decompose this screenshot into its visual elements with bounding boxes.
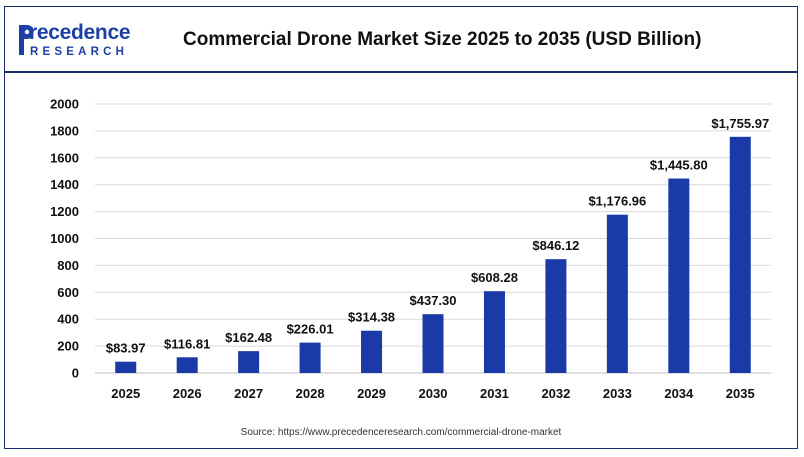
bar-2026 xyxy=(176,357,198,373)
x-axis-ticks: 2025 2026 2027 2028 2029 2030 2031 2032 2033 2034… xyxy=(111,386,754,401)
y-tick-label: 1400 xyxy=(50,177,79,192)
y-tick-label: 800 xyxy=(57,258,79,273)
y-tick-label: 400 xyxy=(57,312,79,327)
bar-2031 xyxy=(483,291,505,373)
bar-2029 xyxy=(361,330,383,373)
bars xyxy=(115,136,751,373)
data-label-2029: $314.38 xyxy=(348,310,395,325)
y-tick-label: 2000 xyxy=(50,97,79,112)
bar-2030 xyxy=(422,314,444,373)
bar-2025 xyxy=(115,361,137,373)
data-label-2035: $1,755.97 xyxy=(711,116,769,131)
x-tick-label-2032: 2032 xyxy=(541,386,570,401)
data-label-2025: $83.97 xyxy=(106,341,146,356)
x-tick-label-2029: 2029 xyxy=(357,386,386,401)
y-tick-label: 1600 xyxy=(50,150,79,165)
x-tick-label-2035: 2035 xyxy=(726,386,755,401)
x-tick-label-2030: 2030 xyxy=(419,386,448,401)
chart-header: recedence RESEARCH Commercial Drone Mark… xyxy=(5,7,797,73)
data-label-2032: $846.12 xyxy=(532,238,579,253)
x-tick-label-2033: 2033 xyxy=(603,386,632,401)
y-axis-ticks: 0 200 400 600 800 1000 1200 1400 1600 1800 2000 xyxy=(50,97,79,381)
data-labels: $83.97 $116.81 $162.48 $226.01 $314.38 $437.3… xyxy=(106,116,769,356)
y-tick-label: 600 xyxy=(57,285,79,300)
bar-2027 xyxy=(238,351,260,373)
bar-2028 xyxy=(299,342,321,373)
data-label-2031: $608.28 xyxy=(471,270,518,285)
data-label-2028: $226.01 xyxy=(287,322,334,337)
logo-wordmark: recedence xyxy=(29,21,131,44)
chart-frame: recedence RESEARCH Commercial Drone Mark… xyxy=(4,6,798,449)
x-tick-label-2031: 2031 xyxy=(480,386,509,401)
bar-2035 xyxy=(729,136,751,373)
bar-2034 xyxy=(668,178,690,373)
data-label-2033: $1,176.96 xyxy=(588,194,646,209)
y-tick-label: 0 xyxy=(72,366,79,381)
y-tick-label: 1800 xyxy=(50,123,79,138)
x-tick-label-2028: 2028 xyxy=(296,386,325,401)
y-tick-label: 200 xyxy=(57,339,79,354)
logo-subtitle: RESEARCH xyxy=(30,46,129,58)
gridlines xyxy=(95,103,771,374)
bar-2032 xyxy=(545,259,567,373)
logo-p-icon xyxy=(19,25,33,55)
data-label-2030: $437.30 xyxy=(410,293,457,308)
bar-2033 xyxy=(606,214,628,373)
y-tick-label: 1200 xyxy=(50,204,79,219)
data-label-2034: $1,445.80 xyxy=(650,158,708,173)
chart-title: Commercial Drone Market Size 2025 to 203… xyxy=(183,29,702,50)
brand-logo: recedence RESEARCH xyxy=(19,21,149,61)
bar-chart: 0 200 400 600 800 1000 1200 1400 1600 1800 2000 $8… xyxy=(50,97,771,401)
x-tick-label-2026: 2026 xyxy=(173,386,202,401)
y-tick-label: 1000 xyxy=(50,231,79,246)
data-label-2026: $116.81 xyxy=(164,336,210,351)
x-tick-label-2025: 2025 xyxy=(111,386,140,401)
x-tick-label-2034: 2034 xyxy=(664,386,694,401)
source-note: Source: https://www.precedenceresearch.c… xyxy=(240,427,562,438)
x-tick-label-2027: 2027 xyxy=(234,386,263,401)
data-label-2027: $162.48 xyxy=(225,330,272,345)
